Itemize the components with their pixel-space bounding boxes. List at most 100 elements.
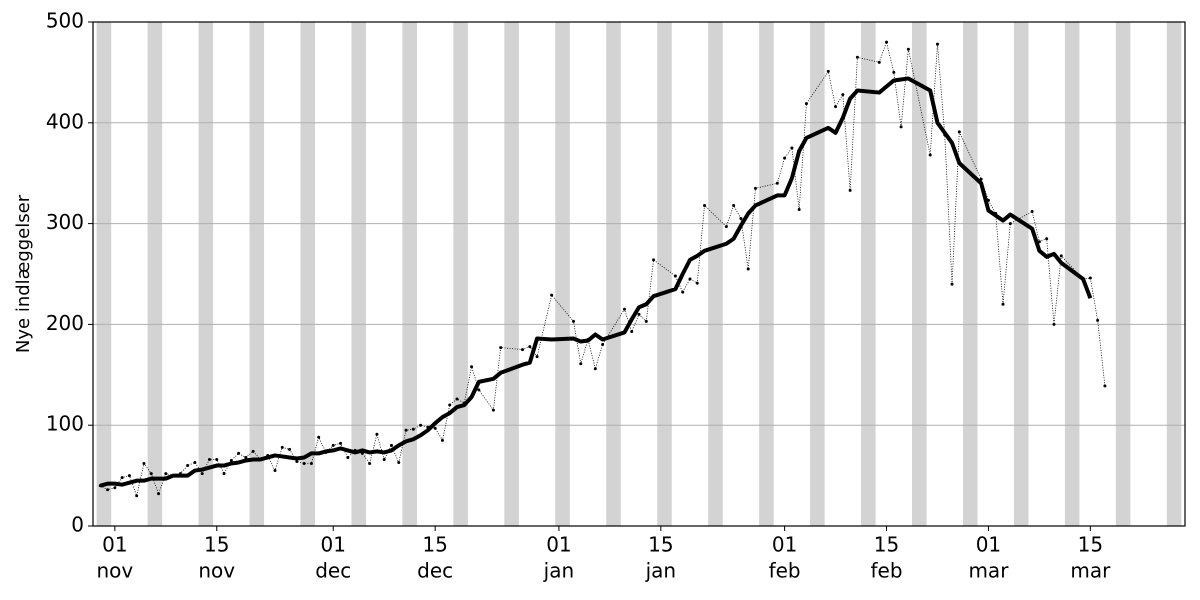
data-point [280,445,284,449]
data-point [106,488,110,492]
weekend-band [1064,22,1080,526]
weekend-band [912,22,927,526]
data-point [906,47,910,51]
data-point [739,217,743,221]
data-point [375,432,379,436]
data-point [186,464,190,468]
average-line [99,76,1093,488]
x-tick-label: dec [417,559,453,583]
data-point [470,365,474,369]
x-tick-label: 15 [422,533,447,557]
data-point [339,441,343,445]
data-point [1030,210,1034,214]
data-point [885,40,889,44]
weekend-band [96,22,112,526]
data-point [695,281,699,285]
data-point [1052,322,1056,326]
data-point [448,403,452,407]
data-point [826,69,830,73]
data-point [528,345,532,349]
data-point [579,362,583,366]
data-point [753,186,757,190]
data-point [127,474,131,478]
data-point [673,274,677,278]
data-point [935,42,939,46]
y-tick-label: 200 [46,311,84,335]
x-tick-label: feb [769,559,801,583]
data-point [1088,276,1092,280]
data-point [200,472,204,476]
data-point [193,460,197,464]
data-point [397,460,401,464]
plot-frame [92,21,1186,527]
data-point [892,70,896,74]
data-point [775,181,779,185]
data-point [1059,254,1063,258]
y-tick-label: 500 [46,9,84,33]
data-point [491,408,495,412]
data-point [433,426,437,430]
weekend-band [861,22,876,526]
data-point [309,462,313,466]
data-point [688,277,692,281]
data-point [157,492,161,496]
data-point [215,457,219,461]
data-point [288,447,292,451]
data-point [681,290,685,294]
x-tick-label: jan [543,559,575,583]
weekend-band [300,22,316,526]
data-point [244,455,248,459]
data-point [841,93,845,97]
data-point [746,267,750,271]
x-tick-label: nov [96,559,133,583]
data-point [848,188,852,192]
weekend-band [453,22,468,526]
data-point [601,343,605,347]
weekend-band [351,22,366,526]
data-point [149,472,153,476]
x-tick-label: 01 [772,533,797,557]
x-tick-label: 15 [648,533,673,557]
x-tick-label: 15 [874,533,899,557]
data-point [113,486,117,490]
data-point [419,423,423,427]
data-point [804,102,808,106]
data-point [877,60,881,64]
data-point [382,457,386,461]
data-point [571,319,575,323]
weekend-band [759,22,774,526]
data-point [834,105,838,109]
x-tick-label: feb [870,559,902,583]
weekend-band [1166,22,1182,526]
data-point [389,443,393,447]
data-point [630,329,634,333]
data-point [521,348,525,352]
data-point [1001,302,1005,306]
data-point [550,293,554,297]
weekend-band [606,22,621,526]
data-point [222,472,226,476]
y-tick-label: 300 [46,210,84,234]
data-point [1045,237,1049,241]
data-point [593,367,597,371]
data-point [368,462,372,466]
plot-area [93,22,1185,526]
x-tick-label: 15 [1078,533,1103,557]
data-point [499,346,503,350]
data-point [440,438,444,442]
data-point [317,435,321,439]
data-point [622,307,626,311]
data-point [411,427,415,431]
data-point [295,459,299,463]
weekend-band [1013,22,1029,526]
data-point [724,225,728,229]
x-tick-label: nov [198,559,235,583]
data-point [957,130,961,134]
data-point [237,451,241,455]
x-tick-label: dec [315,559,351,583]
y-axis-label: Nye indlæggelser [13,194,34,353]
data-point [404,428,408,432]
data-point [346,455,350,459]
weekend-band [198,22,214,526]
